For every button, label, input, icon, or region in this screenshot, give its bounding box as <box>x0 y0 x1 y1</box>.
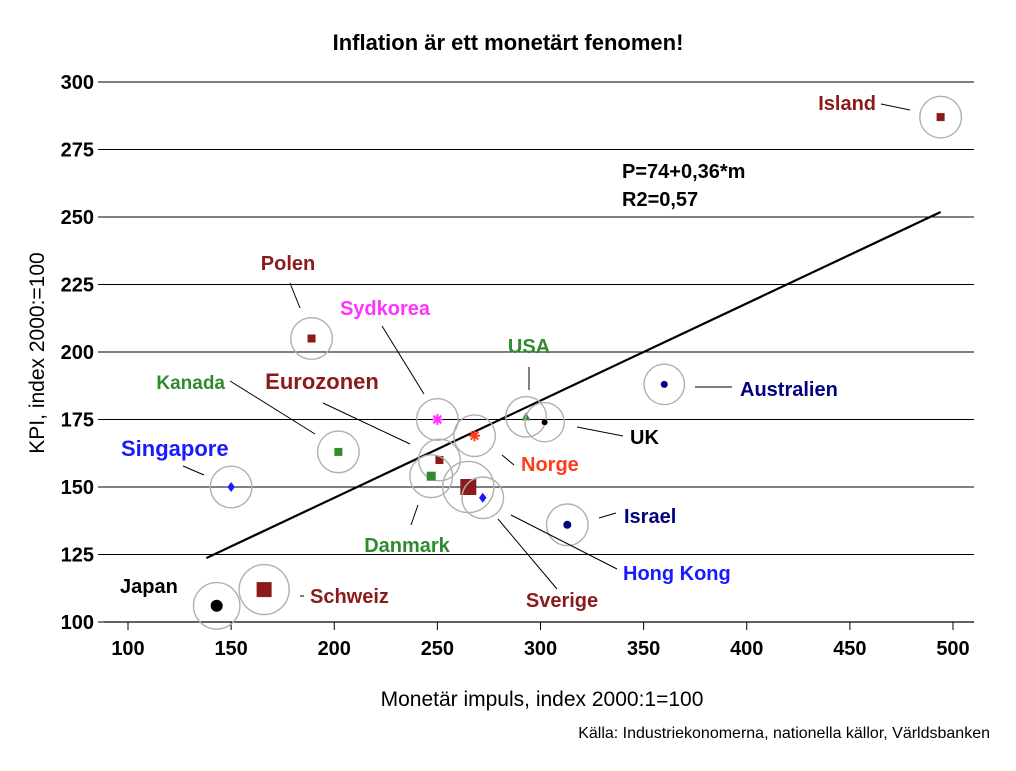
point-singapore <box>227 482 235 492</box>
point-halo <box>643 363 686 406</box>
label-hong-kong: Hong Kong <box>623 563 731 585</box>
point-israel <box>563 520 572 529</box>
point-halo <box>209 465 253 509</box>
y-tick-label: 250 <box>61 207 94 229</box>
x-tick-label: 400 <box>730 638 763 660</box>
chart-title: Inflation är ett monetärt fenomen! <box>333 30 684 55</box>
point-halo <box>417 438 461 482</box>
y-tick-label: 175 <box>61 410 94 432</box>
label-sydkorea-leader <box>381 325 425 395</box>
label-sydkorea: Sydkorea <box>340 298 431 320</box>
point-uk <box>541 419 548 426</box>
point-danmark <box>426 471 436 481</box>
source-note: Källa: Industriekonomerna, nationella kä… <box>578 725 990 742</box>
point-halo <box>192 581 241 630</box>
y-axis-label: KPI, index 2000:=100 <box>26 252 49 453</box>
grid-lines <box>104 81 974 555</box>
point-halo <box>238 563 290 616</box>
x-tick-label: 250 <box>421 638 454 660</box>
label-hong-kong-leader <box>510 514 618 570</box>
label-danmark: Danmark <box>364 535 450 557</box>
y-tick-label: 200 <box>61 342 94 364</box>
point-schweiz <box>256 582 272 598</box>
point-halo <box>919 95 963 139</box>
y-tick-label: 100 <box>61 612 94 634</box>
x-tick-label: 200 <box>318 638 351 660</box>
label-australien: Australien <box>740 379 838 401</box>
point-halo <box>290 317 334 361</box>
axes: 100 125 150 175 200 225 250 275 300 100 150 200 250 3… <box>61 72 974 660</box>
label-danmark-leader <box>410 504 419 526</box>
label-israel: Israel <box>624 506 676 528</box>
regression-line <box>205 211 942 560</box>
point-halo <box>453 414 497 458</box>
x-axis-label: Monetär impuls, index 2000:1=100 <box>381 688 704 711</box>
point-halo <box>409 454 454 499</box>
label-island: Island <box>818 93 876 115</box>
label-norge: Norge <box>521 454 579 476</box>
label-kanada-leader <box>229 380 316 435</box>
x-tick-label: 150 <box>214 638 247 660</box>
y-tick-label: 125 <box>61 545 94 567</box>
label-uk: UK <box>630 427 659 449</box>
regression-r2: R2=0,57 <box>622 189 698 211</box>
point-halo <box>505 395 547 438</box>
label-singapore: Singapore <box>121 436 229 461</box>
x-tick-label: 350 <box>627 638 660 660</box>
y-tick-label: 275 <box>61 140 94 162</box>
x-tick-label: 450 <box>833 638 866 660</box>
point-polen <box>307 334 316 343</box>
point-halo <box>524 401 565 443</box>
x-tick-label: 300 <box>524 638 557 660</box>
point-halo <box>545 503 589 547</box>
point-eurozonen <box>435 456 444 464</box>
label-kanada: Kanada <box>156 373 225 394</box>
point-kanada <box>334 447 343 456</box>
label-polen-leader <box>289 282 301 309</box>
point-hong-kong <box>479 492 487 503</box>
data-points <box>192 95 963 630</box>
label-eurozonen: Eurozonen <box>265 369 379 394</box>
label-usa: USA <box>508 336 550 358</box>
label-eurozonen-leader <box>322 402 411 445</box>
point-halo <box>461 476 505 520</box>
label-israel-leader <box>598 512 617 519</box>
point-labels: Island Polen Sydkorea USA Australien Kanada Eu… <box>120 93 911 612</box>
y-tick-label: 225 <box>61 275 94 297</box>
point-halo <box>415 398 459 442</box>
label-japan: Japan <box>120 576 178 598</box>
y-tick-label: 150 <box>61 477 94 499</box>
y-tick-label: 300 <box>61 72 94 94</box>
point-halo <box>316 430 360 474</box>
point-australien <box>660 380 668 388</box>
point-japan <box>210 599 223 612</box>
point-norge-ray <box>469 431 480 441</box>
label-norge-leader <box>501 454 515 466</box>
point-sydkorea-ray <box>432 414 442 425</box>
label-schweiz: Schweiz <box>310 586 389 608</box>
label-uk-leader <box>576 426 624 437</box>
point-island <box>936 113 945 122</box>
x-tick-label: 500 <box>936 638 969 660</box>
label-polen: Polen <box>261 253 315 275</box>
regression-line-segment <box>205 211 942 560</box>
point-sverige <box>460 479 477 495</box>
x-tick-label: 100 <box>111 638 144 660</box>
label-sverige: Sverige <box>526 590 598 612</box>
label-singapore-leader <box>182 465 205 476</box>
label-sverige-leader <box>497 518 558 590</box>
label-island-leader <box>880 103 911 111</box>
regression-equation: P=74+0,36*m <box>622 161 745 183</box>
